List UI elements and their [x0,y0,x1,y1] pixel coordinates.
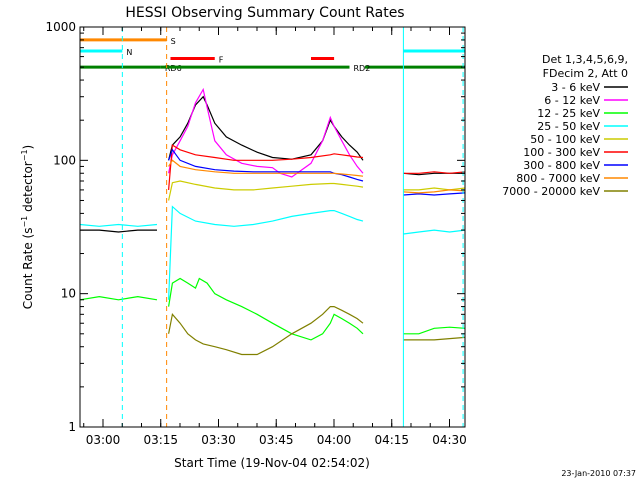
series-line-7 [168,159,364,177]
y-tick-label-2: 100 [53,153,76,167]
legend-label-4: 50 - 100 keV [530,133,600,146]
legend-label-0: 3 - 6 keV [551,81,600,94]
x-tick-label-2: 03:30 [201,433,236,447]
series-line-6 [168,148,364,182]
x-tick-label-6: 04:30 [432,433,467,447]
series-line-14 [403,229,466,235]
y-axis-ticks: 1 10 100 1000 [45,20,465,434]
legend-header-line1: Det 1,3,4,5,6,9, [542,53,628,66]
x-axis-label: Start Time (19-Nov-04 02:54:02) [174,456,370,470]
legend-label-1: 6 - 12 keV [544,94,600,107]
series-line-0 [168,95,364,161]
x-tick-label-3: 03:45 [259,433,294,447]
series-line-1 [168,87,364,178]
y-axis-label: Count Rate (s−1 detector−1) [20,145,35,309]
series-line-15 [403,336,466,341]
legend-label-8: 7000 - 20000 keV [502,185,600,198]
series-line-19 [79,295,158,301]
y-tick-label-0: 1 [68,420,76,434]
plot-frame [79,26,466,428]
series-line-11 [403,187,466,191]
x-tick-label-1: 03:15 [143,433,178,447]
x-tick-label-0: 03:00 [86,433,121,447]
series-line-13 [403,189,466,194]
legend-label-7: 800 - 7000 keV [516,172,600,185]
y-tick-label-3: 1000 [45,20,76,34]
legend-label-6: 300 - 800 keV [523,159,600,172]
series-line-10 [403,171,466,174]
x-tick-label-4: 04:00 [317,433,352,447]
series-line-3 [168,205,364,300]
series-line-18 [79,223,158,227]
y-tick-label-1: 10 [61,287,76,301]
series-line-16 [403,326,466,335]
series-line-12 [403,192,466,196]
legend-header-line2: FDecim 2, Att 0 [543,67,628,80]
series-lines [79,87,466,356]
x-tick-label-5: 04:15 [374,433,409,447]
legend: Det 1,3,4,5,6,9, FDecim 2, Att 0 3 - 6 k… [502,53,628,198]
flag-bars: SNRD6RD2F [80,37,465,73]
footer-timestamp: 23-Jan-2010 07:37 [561,469,636,478]
series-line-4 [168,180,364,201]
series-line-5 [168,144,364,190]
flag-label-1: N [126,48,132,57]
flag-label-4: F [219,56,224,65]
chart-title: HESSI Observing Summary Count Rates [125,5,404,21]
flag-label-0: S [171,37,176,46]
legend-label-5: 100 - 300 keV [523,146,600,159]
series-line-17 [80,229,157,233]
series-line-8 [168,306,364,356]
x-axis-ticks: 03:00 03:15 03:30 03:45 04:00 04:15 04:30 [83,27,467,447]
vertical-markers [121,27,464,427]
legend-label-2: 12 - 25 keV [537,107,600,120]
flag-label-3: RD2 [354,64,371,73]
series-line-2 [168,277,364,341]
legend-label-3: 25 - 50 keV [537,120,600,133]
